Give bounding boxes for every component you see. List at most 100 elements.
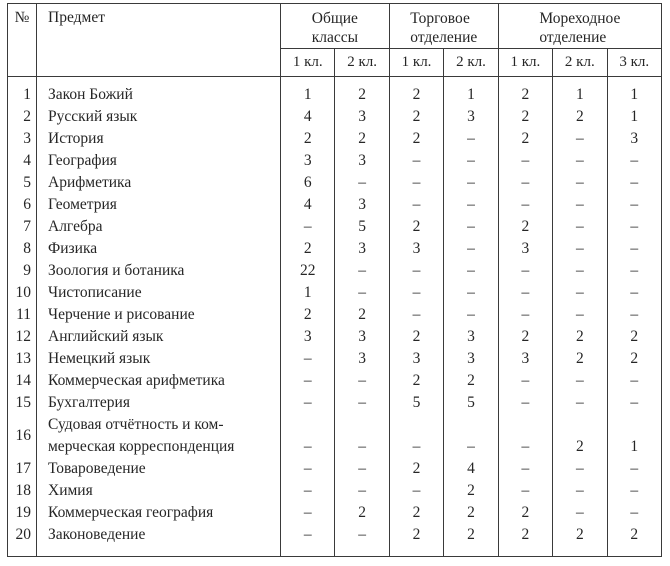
- group-label: Мореходное отделение: [539, 9, 620, 47]
- curriculum-table: № Предмет Общие классы Торговое отделени…: [7, 3, 663, 557]
- value-cell: 2: [334, 76, 390, 106]
- value-cell: 5: [443, 392, 499, 414]
- row-number-cell: 16: [7, 414, 37, 458]
- value-cell: 5: [388, 392, 445, 414]
- value-cell: –: [552, 238, 608, 260]
- subject-cell: Законоведение: [36, 524, 281, 557]
- row-number-cell: 19: [7, 502, 37, 524]
- value-cell: –: [388, 480, 445, 502]
- row-number-cell: 10: [7, 282, 37, 304]
- value-cell: –: [443, 238, 499, 260]
- subject-cell: Коммерческая арифметика: [36, 370, 281, 392]
- value-cell: –: [606, 502, 663, 524]
- subject-cell: Русский язык: [36, 106, 281, 128]
- value-cell: –: [388, 172, 445, 194]
- value-cell: –: [606, 304, 663, 326]
- value-cell: 3: [388, 238, 445, 260]
- row-number-cell: 3: [7, 128, 37, 150]
- value-cell: –: [443, 260, 499, 282]
- subject-cell: Товароведение: [36, 458, 281, 480]
- value-cell: –: [388, 304, 445, 326]
- value-cell: –: [443, 304, 499, 326]
- value-cell: 2: [279, 238, 336, 260]
- value-cell: 3: [334, 194, 390, 216]
- group-label: Общие классы: [312, 9, 358, 47]
- value-cell: –: [552, 216, 608, 238]
- value-cell: 2: [279, 304, 336, 326]
- group-header-general-classes: Общие классы: [280, 3, 390, 49]
- value-cell: –: [279, 502, 336, 524]
- value-cell: 3: [497, 238, 554, 260]
- value-cell: 2: [497, 524, 554, 557]
- value-cell: –: [606, 150, 663, 172]
- table-row: 2 Русский язык 4 3 2 3 2 2 1: [7, 106, 663, 128]
- value-cell: 2: [552, 106, 608, 128]
- value-cell: –: [606, 458, 663, 480]
- value-cell: 3: [334, 348, 390, 370]
- value-cell: 2: [443, 480, 499, 502]
- value-cell: 2: [388, 370, 445, 392]
- value-cell: –: [334, 524, 390, 557]
- subject-cell: Закон Божий: [36, 76, 281, 106]
- value-cell: –: [497, 172, 554, 194]
- table-row: 7 Алгебра –5 2–2– –: [7, 216, 663, 238]
- value-cell: 3: [443, 348, 499, 370]
- value-cell: 3: [606, 128, 663, 150]
- subheader-general-class-1: 1 кл.: [279, 48, 336, 77]
- value-cell: –: [552, 392, 608, 414]
- value-cell: –: [388, 194, 445, 216]
- value-cell: –: [497, 150, 554, 172]
- table-body: 1 Закон Божий 1 2 2 1 2 1 1 2 Русский язык 4 3 2 3 2 2 1 3…: [7, 76, 663, 557]
- value-cell: –: [606, 392, 663, 414]
- table-head: № Предмет Общие классы Торговое отделени…: [7, 3, 663, 77]
- table-row: 6 Геометрия 4 3– – – – –: [7, 194, 663, 216]
- col-header-subject: Предмет: [36, 3, 281, 77]
- value-cell: 6: [279, 172, 336, 194]
- value-cell: –: [552, 458, 608, 480]
- group-label-line: Мореходное: [539, 10, 621, 27]
- group-label-line: отделение: [410, 29, 478, 46]
- value-cell: 2: [388, 128, 445, 150]
- group-label: Торговое отделение: [410, 9, 477, 47]
- table-row: 13 Немецкий язык –3 3 3 3 2 2: [7, 348, 663, 370]
- value-cell: 1: [443, 76, 499, 106]
- subject-cell: Чистописание: [36, 282, 281, 304]
- value-cell: –: [443, 414, 499, 458]
- value-cell: –: [606, 260, 663, 282]
- value-cell: –: [606, 172, 663, 194]
- value-cell: 3: [334, 106, 390, 128]
- value-cell: –: [443, 172, 499, 194]
- table-row: 3 История 2 2 2–2–3: [7, 128, 663, 150]
- value-cell: –: [497, 480, 554, 502]
- value-cell: –: [279, 370, 336, 392]
- group-label-line: Общие: [311, 10, 358, 27]
- value-cell: 2: [388, 106, 445, 128]
- row-number-cell: 2: [7, 106, 37, 128]
- row-number-cell: 12: [7, 326, 37, 348]
- group-header-trade-department: Торговое отделение: [388, 3, 499, 49]
- value-cell: –: [334, 172, 390, 194]
- subheader-maritime-class-2: 2 кл.: [552, 48, 608, 77]
- row-number-cell: 17: [7, 458, 37, 480]
- value-cell: 3: [279, 326, 336, 348]
- value-cell: 1: [606, 76, 663, 106]
- value-cell: –: [279, 524, 336, 557]
- row-number-cell: 9: [7, 260, 37, 282]
- value-cell: –: [334, 392, 390, 414]
- table-row: 5 Арифметика 6– – – – – –: [7, 172, 663, 194]
- value-cell: 4: [279, 194, 336, 216]
- value-cell: 2: [388, 76, 445, 106]
- value-cell: 2: [497, 502, 554, 524]
- value-cell: 2: [552, 326, 608, 348]
- subject-line: мерческая корреспонденция: [48, 438, 235, 455]
- row-number-cell: 13: [7, 348, 37, 370]
- value-cell: –: [334, 458, 390, 480]
- value-cell: –: [443, 150, 499, 172]
- table-row: 16 Судовая отчётность и ком-мерческая кор…: [7, 414, 663, 458]
- subject-cell: История: [36, 128, 281, 150]
- value-cell: –: [606, 480, 663, 502]
- subject-cell: Зоология и ботаника: [36, 260, 281, 282]
- value-cell: –: [443, 282, 499, 304]
- table-row: 20 Законоведение – –2 2 2 2 2: [7, 524, 663, 557]
